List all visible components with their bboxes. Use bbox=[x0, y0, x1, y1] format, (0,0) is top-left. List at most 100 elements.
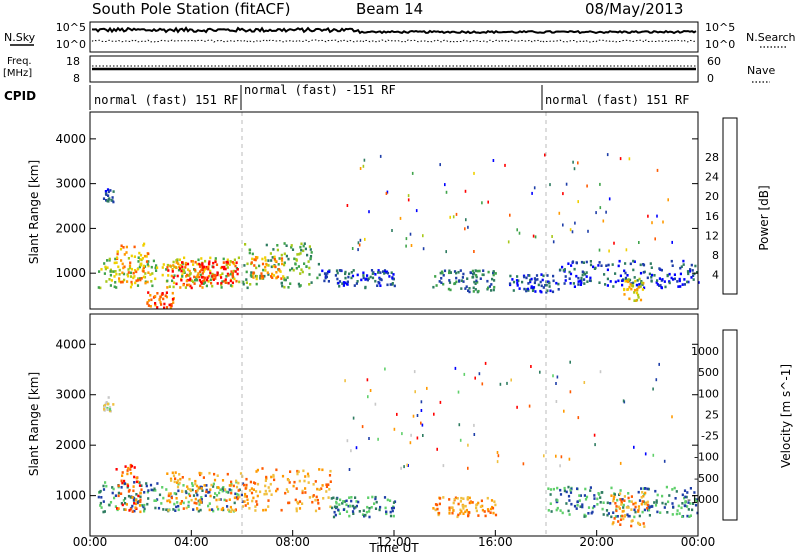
heatmap-cell bbox=[647, 508, 651, 512]
heatmap-cell bbox=[281, 284, 284, 288]
heatmap-cell bbox=[226, 505, 229, 508]
heatmap-cell bbox=[362, 164, 365, 168]
heatmap-cell bbox=[131, 510, 134, 513]
heatmap-cell bbox=[284, 491, 287, 495]
heatmap-cell bbox=[460, 279, 463, 282]
heatmap-cell bbox=[172, 474, 176, 478]
heatmap-cell bbox=[361, 425, 364, 429]
heatmap-cell bbox=[127, 257, 130, 260]
heatmap-cell bbox=[264, 259, 267, 262]
heatmap-cell bbox=[661, 494, 664, 498]
heatmap-cell bbox=[189, 489, 192, 493]
heatmap-cell bbox=[172, 281, 176, 285]
heatmap-cell bbox=[264, 489, 267, 493]
heatmap-cell bbox=[679, 266, 682, 270]
heatmap-cell bbox=[171, 297, 175, 301]
heatmap-cell bbox=[351, 274, 355, 278]
heatmap-cell bbox=[201, 268, 204, 272]
heatmap-cell bbox=[410, 244, 413, 247]
heatmap-cell bbox=[679, 285, 682, 288]
heatmap-cell bbox=[177, 504, 180, 508]
heatmap-cell bbox=[638, 514, 641, 518]
heatmap-cell bbox=[621, 498, 624, 501]
heatmap-cell bbox=[221, 272, 224, 275]
heatmap-cell bbox=[198, 503, 201, 506]
heatmap-cell bbox=[628, 157, 631, 161]
heatmap-cell bbox=[628, 278, 632, 282]
heatmap-cell bbox=[179, 286, 182, 289]
heatmap-cell bbox=[600, 264, 603, 267]
heatmap-cell bbox=[462, 497, 465, 500]
heatmap-cell bbox=[636, 279, 639, 282]
heatmap-cell bbox=[216, 282, 219, 285]
heatmap-cell bbox=[109, 273, 112, 277]
heatmap-cell bbox=[98, 490, 101, 494]
heatmap-cell bbox=[177, 489, 180, 493]
heatmap-cell bbox=[233, 501, 236, 505]
colorbar-frame bbox=[722, 117, 738, 295]
heatmap-cell bbox=[589, 489, 592, 492]
heatmap-cell bbox=[492, 511, 495, 515]
heatmap-cell bbox=[464, 227, 466, 231]
heatmap-cell bbox=[647, 214, 649, 218]
heatmap-cell bbox=[479, 505, 482, 508]
heatmap-cell bbox=[642, 271, 645, 274]
heatmap-cell bbox=[342, 500, 345, 503]
heatmap-cell bbox=[265, 475, 268, 479]
heatmap-cell bbox=[310, 281, 313, 284]
heatmap-cell bbox=[329, 469, 332, 473]
heatmap-cell bbox=[149, 483, 153, 487]
heatmap-cell bbox=[158, 493, 162, 497]
heatmap-cell bbox=[145, 260, 149, 263]
heatmap-cell bbox=[618, 259, 621, 263]
heatmap-cell bbox=[693, 491, 696, 494]
heatmap-cell bbox=[344, 272, 347, 276]
heatmap-cell bbox=[630, 495, 633, 498]
heatmap-cell bbox=[640, 502, 643, 506]
heatmap-cell bbox=[633, 260, 636, 263]
heatmap-cell bbox=[138, 251, 141, 255]
heatmap-cell bbox=[570, 264, 573, 267]
heatmap-cell bbox=[285, 488, 288, 491]
heatmap-cell bbox=[627, 288, 630, 291]
heatmap-cell bbox=[599, 370, 602, 374]
heatmap-cell bbox=[590, 511, 593, 515]
heatmap-cell bbox=[127, 268, 130, 271]
heatmap-cell bbox=[285, 254, 288, 258]
heatmap-cell bbox=[580, 260, 584, 264]
heatmap-cell bbox=[605, 264, 608, 267]
heatmap-cell bbox=[128, 264, 132, 267]
heatmap-cell bbox=[560, 455, 563, 459]
heatmap-cell bbox=[130, 267, 133, 271]
colorbar-tick-label: 20 bbox=[705, 190, 719, 203]
heatmap-cell bbox=[181, 267, 184, 271]
y-tick-label: 2000 bbox=[55, 221, 86, 235]
heatmap-cell bbox=[656, 493, 659, 497]
heatmap-cell bbox=[526, 287, 530, 291]
heatmap-cell bbox=[213, 472, 216, 476]
heatmap-cell bbox=[634, 510, 637, 514]
heatmap-cell bbox=[676, 509, 679, 512]
heatmap-cell bbox=[167, 269, 170, 272]
heatmap-cell bbox=[121, 262, 124, 266]
heatmap-cell bbox=[434, 508, 437, 512]
heatmap-cell bbox=[229, 284, 233, 287]
heatmap-cell bbox=[486, 508, 490, 511]
heatmap-cell bbox=[184, 261, 188, 265]
heatmap-cell bbox=[127, 271, 130, 274]
heatmap-cell bbox=[235, 279, 238, 283]
heatmap-cell bbox=[106, 188, 110, 191]
heatmap-cell bbox=[344, 270, 347, 274]
noise-right-label: N.Search bbox=[746, 31, 796, 44]
heatmap-cell bbox=[138, 481, 141, 484]
heatmap-cell bbox=[628, 297, 631, 301]
heatmap-cell bbox=[201, 279, 205, 283]
heatmap-cell bbox=[660, 268, 663, 272]
heatmap-cell bbox=[547, 509, 550, 512]
heatmap-cell bbox=[322, 497, 325, 500]
heatmap-cell bbox=[336, 271, 339, 275]
heatmap-cell bbox=[212, 274, 215, 277]
heatmap-cell bbox=[451, 511, 454, 515]
heatmap-cell bbox=[97, 286, 100, 289]
heatmap-cell bbox=[374, 495, 377, 499]
